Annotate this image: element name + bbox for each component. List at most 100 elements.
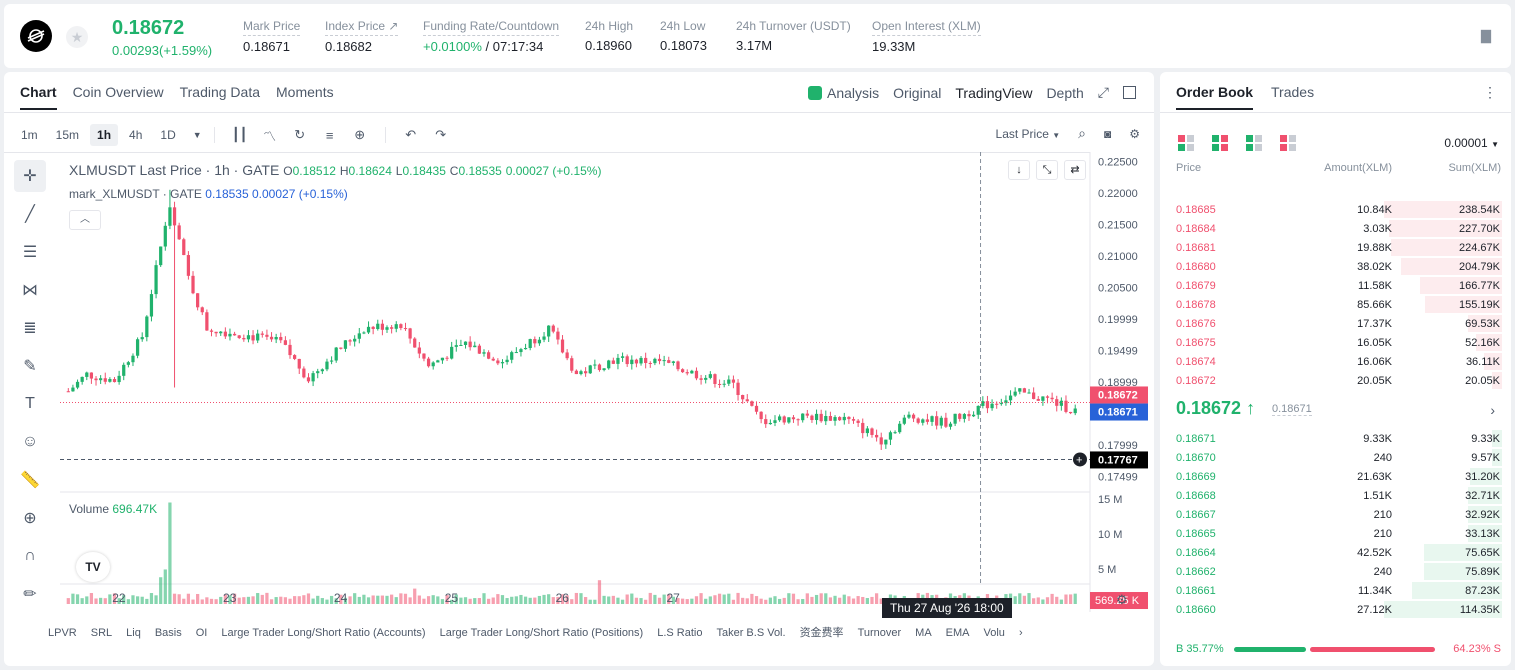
fullscreen-icon[interactable]: ⤡ [1036,160,1058,180]
ask-row[interactable]: 0.18685 10.84K 238.54K [1172,200,1502,219]
bid-row[interactable]: 0.18671 9.33K 9.33K [1172,429,1502,448]
ask-row[interactable]: 0.18681 19.88K 224.67K [1172,238,1502,257]
fib-tool-icon[interactable]: ≣ [23,320,37,337]
ask-row[interactable]: 0.18679 11.58K 166.77K [1172,276,1502,295]
indicator-3[interactable]: Basis [154,627,182,639]
tab-original[interactable]: Original [893,84,942,101]
ask-row[interactable]: 0.18684 3.03K 227.70K [1172,219,1502,238]
ask-row[interactable]: 0.18672 20.05K 20.05K [1172,371,1502,390]
refresh-icon[interactable]: ↻ [294,127,306,142]
trend-line-tool-icon[interactable]: ╱ [25,206,35,223]
bid-row[interactable]: 0.18664 42.52K 75.65K [1172,543,1502,562]
stat-open-interest[interactable]: Open Interest (XLM) 19.33M [872,19,981,54]
favorite-star-icon[interactable]: ★ [66,26,88,48]
redo-icon[interactable]: ↷ [435,127,447,142]
tradingview-logo[interactable]: TV [76,552,110,582]
interval-1h[interactable]: 1h [90,124,119,146]
bid-row[interactable]: 0.18660 27.12K 114.35K [1172,600,1502,619]
interval-15m[interactable]: 15m [55,128,80,142]
ask-row[interactable]: 0.18676 17.37K 69.53K [1172,314,1502,333]
book-icon[interactable]: ▇ [1481,28,1491,43]
layout-both-icon[interactable] [1178,135,1194,151]
brush-tool-icon[interactable]: ✎ [23,358,37,375]
price-type-select[interactable]: Last Price ▼ [996,127,1061,141]
interval-4h[interactable]: 4h [129,128,143,142]
bid-row[interactable]: 0.18665 210 33.13K [1172,524,1502,543]
collapse-legend-button[interactable]: ︿ [69,210,101,230]
scroll-down-icon[interactable]: ↓ [1008,160,1030,180]
stat-funding-rate[interactable]: Funding Rate/Countdown +0.0100% / 07:17:… [423,19,560,54]
tab-trades[interactable]: Trades [1271,84,1315,100]
templates-icon[interactable]: ≡ [325,127,334,143]
interval-dropdown-icon[interactable]: ▼ [192,130,202,140]
indicator-13[interactable]: Volu [983,627,1005,639]
tab-depth[interactable]: Depth [1046,84,1084,101]
indicators-icon[interactable]: 〽 [263,128,277,144]
indicator-4[interactable]: OI [195,627,208,639]
ask-row[interactable]: 0.18678 85.66K 155.19K [1172,295,1502,314]
layout-bids-icon[interactable] [1246,135,1262,151]
bid-row[interactable]: 0.18667 210 32.92K [1172,505,1502,524]
indicator-10[interactable]: Turnover [857,627,902,639]
chevron-right-icon[interactable]: › [1490,402,1495,418]
tab-trading-data[interactable]: Trading Data [179,84,261,100]
bid-row[interactable]: 0.18662 240 75.89K [1172,562,1502,581]
reset-icon[interactable]: ⇄ [1064,160,1086,180]
indicator-11[interactable]: MA [915,627,932,639]
expand-icon[interactable]: ⤢ [1097,84,1109,100]
tab-analysis[interactable]: Analysis [808,85,879,101]
stat-index-price[interactable]: Index Price ↗ 0.18682 [325,19,399,54]
indicator-7[interactable]: L.S Ratio [657,627,703,639]
crosshair-tool-icon[interactable]: ✛ [14,160,46,192]
indicator-1[interactable]: SRL [90,627,113,639]
ruler-tool-icon[interactable]: 📏 [20,472,40,489]
bid-row[interactable]: 0.18661 11.34K 87.23K [1172,581,1502,600]
interval-1m[interactable]: 1m [21,128,38,142]
interval-1d[interactable]: 1D [160,128,176,142]
emoji-tool-icon[interactable]: ☺ [21,433,39,450]
pattern-tool-icon[interactable]: ⋈ [22,282,38,299]
layout-split-icon[interactable] [1212,135,1228,151]
horizontal-lines-tool-icon[interactable]: ☰ [22,244,38,261]
bid-row[interactable]: 0.18670 240 9.57K [1172,448,1502,467]
bid-row[interactable]: 0.18669 21.63K 31.20K [1172,467,1502,486]
indicator-9[interactable]: 资金费率 [799,627,844,639]
bid-row[interactable]: 0.18668 1.51K 32.71K [1172,486,1502,505]
ask-row[interactable]: 0.18675 16.05K 52.16K [1172,333,1502,352]
tab-order-book[interactable]: Order Book [1176,84,1254,110]
tab-tradingview[interactable]: TradingView [955,84,1033,101]
ask-row[interactable]: 0.18674 16.06K 36.11K [1172,352,1502,371]
zoom-in-tool-icon[interactable]: ⊕ [23,510,37,527]
indicator-6[interactable]: Large Trader Long/Short Ratio (Positions… [439,627,644,639]
indicator-8[interactable]: Taker B.S Vol. [716,627,786,639]
more-options-icon[interactable]: ⋮ [1483,84,1497,100]
text-tool-icon[interactable]: T [25,395,35,412]
candlestick-chart[interactable]: 0.22500 0.22000 0.21500 0.21000 0.20500 0.199… [60,152,1154,612]
time-axis-settings-icon[interactable]: ⚙ [1116,592,1128,607]
undo-icon[interactable]: ↶ [405,127,417,142]
price-axis[interactable] [1090,152,1154,612]
ask-row[interactable]: 0.18680 38.02K 204.79K [1172,257,1502,276]
pencil-tool-icon[interactable]: ✏ [23,586,37,603]
layout-asks-icon[interactable] [1280,135,1296,151]
tab-chart[interactable]: Chart [20,84,57,110]
search-icon[interactable]: ⌕ [1078,125,1086,141]
camera-icon[interactable]: ◙ [1103,126,1112,141]
indicator-5[interactable]: Large Trader Long/Short Ratio (Accounts) [221,627,426,639]
add-indicator-icon[interactable]: ⊕ [354,127,366,142]
indicator-0[interactable]: LPVR [48,627,77,639]
indicator-12[interactable]: EMA [945,627,970,639]
candle-type-icon[interactable]: ┃┃ [231,127,248,142]
indicator-2[interactable]: Liq [126,627,141,639]
tick-size-select[interactable]: 0.00001 ▼ [1444,136,1499,150]
settings-gear-icon[interactable]: ⚙ [1129,126,1140,141]
add-alert-icon[interactable] [1073,452,1087,467]
window-icon[interactable] [1123,86,1136,99]
stat-mark-price[interactable]: Mark Price 0.18671 [243,19,301,54]
tab-moments[interactable]: Moments [276,84,334,100]
chevron-right-icon[interactable]: › [1018,627,1023,639]
buy-sell-ratio: B 35.77% 64.23% S [1176,642,1501,656]
tab-coin-overview[interactable]: Coin Overview [72,84,164,100]
magnet-tool-icon[interactable]: ∩ [24,547,36,564]
volume-bar [500,595,505,604]
